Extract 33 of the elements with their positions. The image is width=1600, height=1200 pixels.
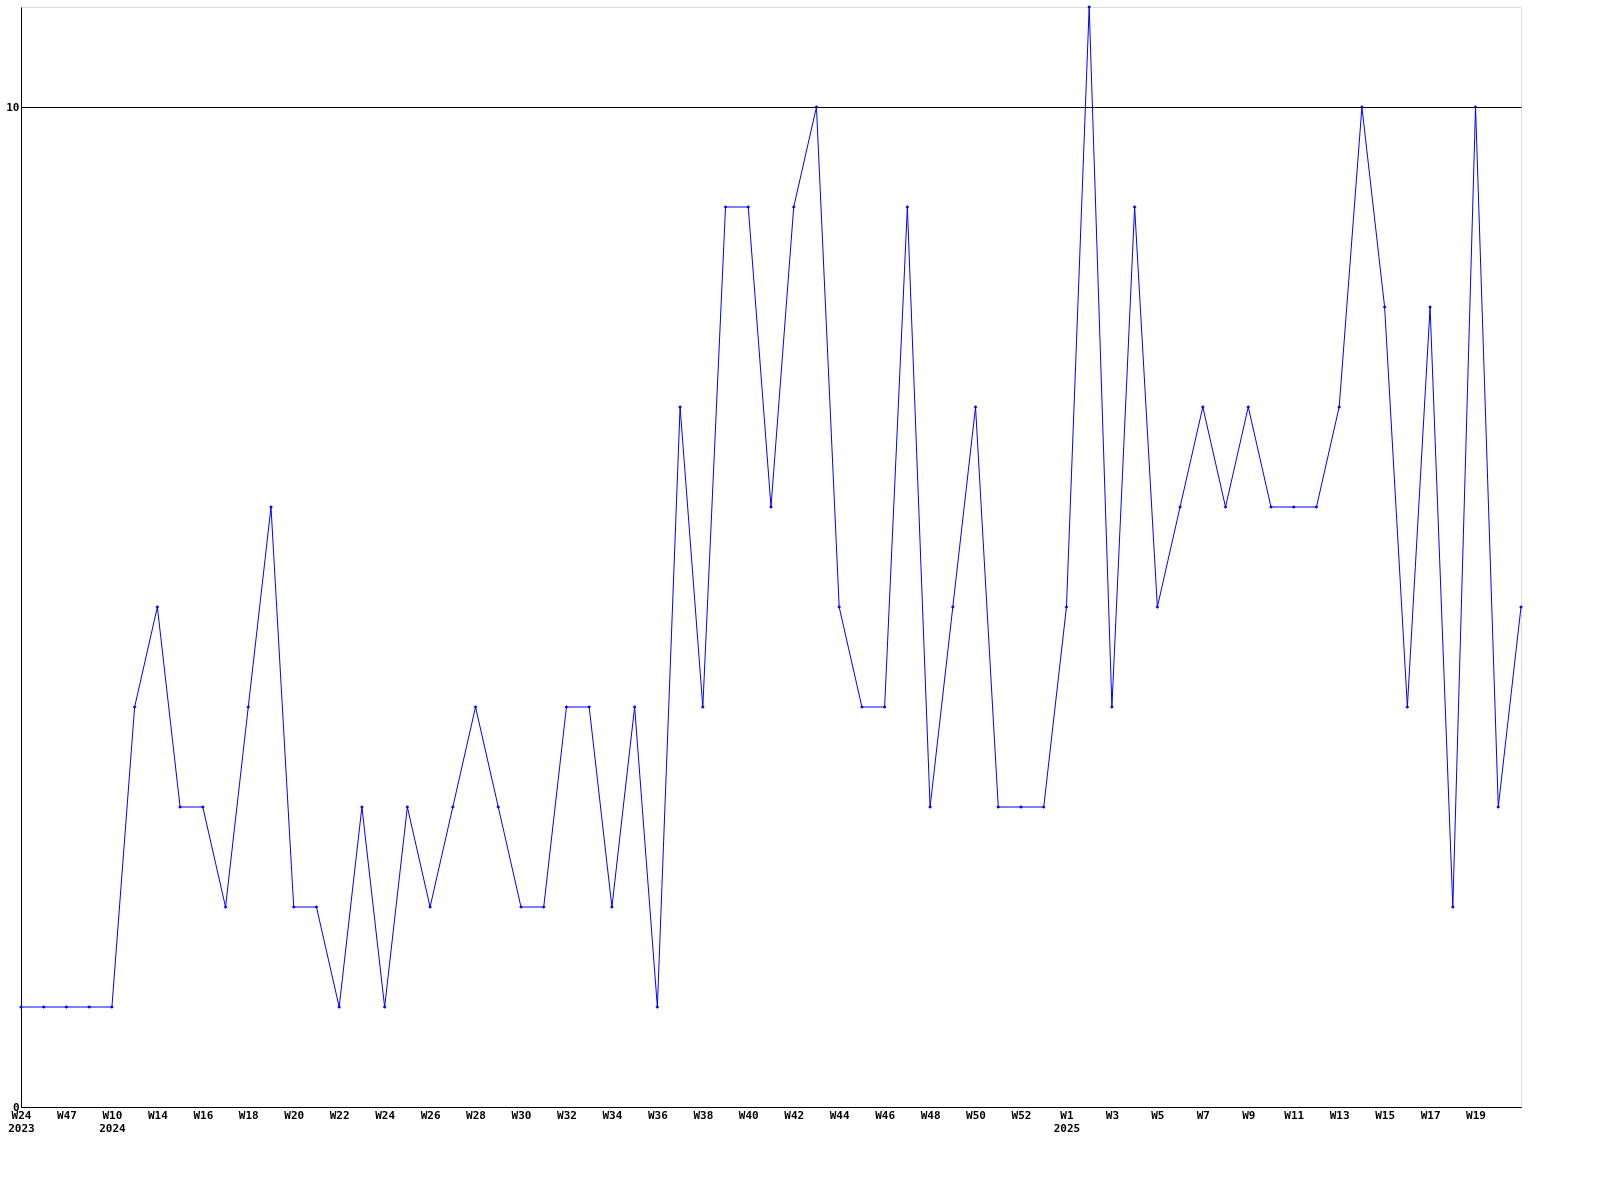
x-tick-label: W9 bbox=[1242, 1108, 1256, 1122]
x-tick-label: W48 bbox=[920, 1108, 941, 1122]
x-tick-label: W28 bbox=[466, 1108, 486, 1122]
x-tick-label: W40 bbox=[738, 1108, 759, 1122]
x-tick-label: W18 bbox=[238, 1108, 259, 1122]
x-tick-label: W32 bbox=[557, 1108, 577, 1122]
x-tick-label: W38 bbox=[693, 1108, 714, 1122]
x-tick-label: W50 bbox=[966, 1108, 986, 1122]
x-tick-label: W17 bbox=[1420, 1108, 1441, 1122]
x-tick-label: W44 bbox=[829, 1108, 850, 1122]
x-tick-label: W52 bbox=[1011, 1108, 1032, 1122]
x-tick-label: W22 bbox=[329, 1108, 350, 1122]
x-tick-label: W26 bbox=[420, 1108, 441, 1122]
x-tick-label: W30 bbox=[511, 1108, 532, 1122]
x-tick-label: W34 bbox=[602, 1108, 623, 1122]
x-tick-label: W3 bbox=[1105, 1108, 1120, 1122]
x-tick-label: W13 bbox=[1329, 1108, 1350, 1122]
x-tick-label: W47 bbox=[57, 1108, 77, 1122]
x-tick-label: W36 bbox=[647, 1108, 669, 1122]
x-tick-label: W20 bbox=[284, 1108, 305, 1122]
x-tick-label: W7 bbox=[1196, 1108, 1210, 1122]
x-tick-label: W46 bbox=[875, 1108, 896, 1122]
x-tick-label: W24 bbox=[375, 1108, 396, 1122]
x-tick-label: W14 bbox=[147, 1108, 169, 1122]
x-tick-label: W5 bbox=[1151, 1108, 1165, 1122]
x-tick-label: W10 2024 bbox=[99, 1108, 127, 1135]
x-tick-label: W1 2025 bbox=[1053, 1108, 1081, 1135]
x-tick-label: W19 bbox=[1466, 1108, 1486, 1122]
x-tick-label: W16 bbox=[193, 1108, 214, 1122]
x-tick-label: W42 bbox=[784, 1108, 805, 1122]
x-tick-label: W11 bbox=[1284, 1108, 1305, 1122]
x-tick-label: W15 bbox=[1375, 1108, 1396, 1122]
y-tick-label: 10 bbox=[6, 100, 20, 114]
